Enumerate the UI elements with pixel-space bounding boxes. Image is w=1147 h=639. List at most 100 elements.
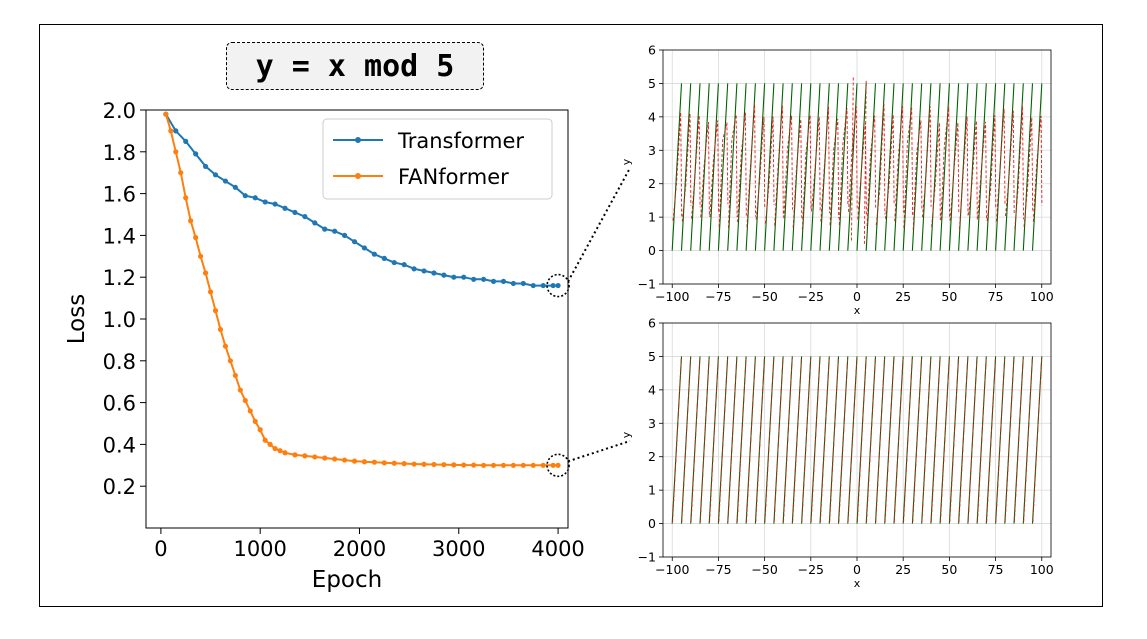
loss-point-transformer [461, 274, 467, 280]
transformer-x-tick-label: 75 [988, 289, 1004, 304]
loss-point-transformer [242, 193, 248, 199]
loss-point-fanformer [550, 462, 556, 468]
legend-label-fanformer: FANformer [398, 165, 509, 189]
loss-point-transformer [292, 209, 298, 216]
loss-point-fanformer [471, 462, 477, 468]
loss-point-transformer [232, 184, 238, 190]
loss-point-transformer [252, 195, 258, 201]
loss-y-tick-label: 1.2 [103, 266, 136, 290]
loss-x-tick-label: 3000 [432, 537, 485, 561]
fanformer-x-tick-label: −75 [705, 562, 731, 577]
fanformer-x-tick-label: 0 [853, 562, 861, 577]
loss-point-fanformer [183, 195, 189, 201]
transformer-x-tick-label: 100 [1030, 289, 1054, 304]
loss-point-fanformer [277, 448, 283, 454]
transformer-y-tick-label: 3 [648, 143, 656, 158]
loss-point-fanformer [401, 461, 407, 467]
loss-point-fanformer [431, 461, 437, 468]
loss-point-fanformer [282, 450, 288, 456]
loss-point-fanformer [520, 462, 526, 468]
loss-point-transformer [361, 245, 368, 251]
loss-point-fanformer [237, 387, 243, 393]
loss-point-transformer [510, 280, 516, 287]
loss-point-fanformer [272, 445, 278, 452]
loss-point-fanformer [247, 408, 253, 414]
loss-y-axis-label: Loss [64, 294, 90, 344]
legend-label-transformer: Transformer [397, 129, 524, 153]
loss-point-fanformer [361, 459, 368, 465]
transformer-y-tick-label: −1 [638, 277, 656, 292]
loss-point-transformer [381, 255, 387, 261]
loss-x-tick-label: 0 [154, 537, 167, 561]
loss-point-transformer [371, 251, 377, 257]
loss-point-fanformer [490, 462, 497, 468]
loss-point-fanformer [207, 289, 214, 295]
loss-point-fanformer [232, 372, 238, 379]
loss-point-transformer [500, 278, 507, 284]
loss-point-fanformer [163, 111, 169, 117]
fanformer-y-tick-label: 0 [648, 516, 656, 531]
connector-transformer [567, 167, 631, 283]
loss-y-tick-label: 0.6 [103, 392, 136, 416]
loss-point-fanformer [222, 343, 229, 349]
loss-point-fanformer [555, 462, 561, 468]
loss-y-tick-label: 1.4 [103, 224, 136, 248]
loss-point-transformer [471, 276, 477, 282]
loss-point-fanformer [193, 234, 199, 241]
loss-y-tick-label: 2.0 [103, 99, 136, 123]
loss-point-transformer [401, 262, 407, 268]
loss-point-fanformer [302, 453, 308, 459]
loss-point-fanformer [381, 460, 387, 466]
loss-point-fanformer [252, 418, 258, 425]
loss-point-fanformer [540, 462, 546, 468]
loss-point-transformer [332, 228, 338, 234]
loss-point-transformer [222, 178, 229, 184]
loss-point-transformer [312, 220, 318, 226]
legend-marker-transformer [355, 137, 361, 143]
loss-point-transformer [272, 201, 278, 207]
loss-point-fanformer [168, 128, 174, 134]
transformer-x-tick-label: −75 [705, 289, 731, 304]
loss-point-transformer [490, 278, 497, 284]
loss-point-transformer [411, 266, 417, 272]
loss-point-transformer [540, 282, 546, 289]
loss-point-fanformer [411, 461, 417, 467]
loss-point-transformer [302, 213, 308, 220]
loss-y-tick-label: 1.0 [103, 308, 136, 332]
fanformer-y-axis-label: y [620, 431, 633, 438]
loss-x-tick-label: 4000 [531, 537, 584, 561]
loss-point-fanformer [510, 462, 516, 468]
loss-point-transformer [341, 232, 348, 238]
loss-point-fanformer [212, 308, 219, 314]
transformer-y-tick-label: 6 [648, 43, 656, 58]
loss-y-tick-label: 0.4 [103, 433, 136, 457]
fanformer-prediction-line [672, 358, 1043, 522]
transformer-x-axis-label: x [854, 304, 861, 317]
loss-point-fanformer [257, 427, 263, 433]
figure-title: y = x mod 5 [226, 42, 484, 90]
loss-point-fanformer [322, 455, 328, 461]
transformer-y-axis-label: y [620, 158, 633, 165]
loss-point-fanformer [312, 454, 318, 460]
loss-point-fanformer [267, 441, 273, 447]
loss-point-transformer [391, 259, 397, 266]
transformer-final-highlight [546, 273, 570, 298]
loss-point-fanformer [173, 149, 179, 155]
transformer-x-tick-label: −25 [798, 289, 824, 304]
loss-point-transformer [451, 274, 457, 280]
fanformer-x-tick-label: −50 [751, 562, 777, 577]
loss-point-fanformer [178, 170, 184, 176]
transformer-x-tick-label: 25 [895, 289, 911, 304]
loss-point-fanformer [188, 218, 194, 224]
loss-point-transformer [322, 226, 328, 232]
loss-x-axis-label: Epoch [312, 567, 382, 593]
loss-point-transformer [550, 282, 556, 289]
loss-point-transformer [421, 268, 427, 274]
loss-x-tick-label: 2000 [333, 537, 386, 561]
connector-fanformer [567, 440, 631, 463]
transformer-y-tick-label: 1 [648, 210, 656, 225]
loss-point-transformer [530, 282, 536, 289]
transformer-y-tick-label: 5 [648, 76, 656, 91]
loss-x-tick-label: 1000 [233, 537, 286, 561]
loss-point-fanformer [292, 452, 298, 458]
